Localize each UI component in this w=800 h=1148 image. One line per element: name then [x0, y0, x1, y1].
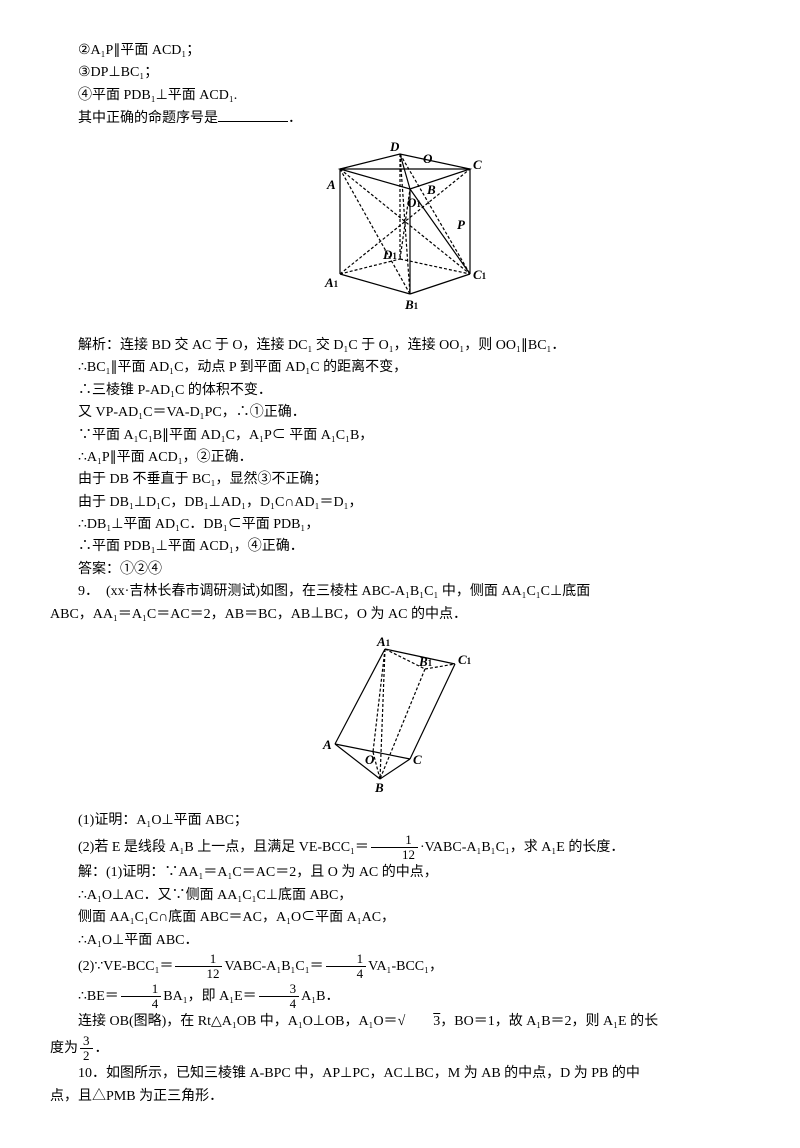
q9p2-a: (2)若 E 是线段 A₁B 上一点，且满足 VE-BCC₁＝ — [78, 840, 369, 855]
sol-line-2: ∴BC₁∥平面 AD₁C，动点 P 到平面 AD₁C 的距离不变， — [50, 357, 750, 379]
sol-line-7: 由于 DB 不垂直于 BC₁，显然③不正确； — [50, 469, 750, 491]
svg-text:B: B — [374, 780, 384, 794]
q9s7b: ，BO＝1，故 A₁B＝2，则 A₁E 的长 — [440, 1014, 658, 1029]
svg-text:C: C — [473, 157, 482, 172]
prompt-end: ． — [288, 111, 302, 126]
figure-prism: A1 B1 C1 A O C B — [50, 634, 750, 802]
frac-3-4: 34 — [259, 982, 300, 1012]
svg-text:D1: D1 — [382, 247, 397, 262]
answer: 答案：①②④ — [50, 559, 750, 581]
stmt-prompt: 其中正确的命题序号是 ． — [50, 107, 750, 130]
cube-svg: D O C A O1 B P D1 C1 A1 B1 — [305, 139, 495, 319]
svg-text:D: D — [389, 139, 400, 154]
frac-1-4b: 14 — [121, 982, 162, 1012]
stmt-3: ③DP⊥BC₁； — [50, 62, 750, 84]
frac-3-2: 32 — [80, 1034, 93, 1064]
svg-text:A: A — [322, 737, 332, 752]
q9-sol-7: 连接 OB(图略)，在 Rt△A₁OB 中，A₁O⊥OB，A₁O＝√3，BO＝1… — [50, 1011, 750, 1033]
q9-sol-1: 解：(1)证明：∵AA₁＝A₁C＝AC＝2，且 O 为 AC 的中点， — [50, 862, 750, 884]
frac-1-12b: 112 — [175, 952, 222, 982]
svg-text:P: P — [457, 217, 466, 232]
q9s6b: BA₁，即 A₁E＝ — [163, 989, 256, 1004]
q9p2-b: ·VABC-A₁B₁C₁，求 A₁E 的长度． — [420, 840, 624, 855]
sqrt3: 3 — [405, 1011, 440, 1033]
q9s7a: 连接 OB(图略)，在 Rt△A₁OB 中，A₁O⊥OB，A₁O＝ — [78, 1014, 398, 1029]
q9-sol-4: ∴A₁O⊥平面 ABC． — [50, 930, 750, 952]
q10-line-b: 点，且△PMB 为正三角形． — [50, 1086, 750, 1108]
svg-text:A1: A1 — [376, 634, 391, 649]
svg-text:O1: O1 — [407, 195, 421, 210]
q9-sol-6: ∴BE＝14BA₁，即 A₁E＝34A₁B． — [50, 982, 750, 1012]
sol-line-8: 由于 DB₁⊥D₁C，DB₁⊥AD₁，D₁C∩AD₁＝D₁， — [50, 492, 750, 514]
svg-text:C: C — [413, 752, 422, 767]
svg-text:A: A — [326, 177, 336, 192]
svg-text:O: O — [423, 151, 433, 166]
sol-line-10: ∴平面 PDB₁⊥平面 ACD₁，④正确． — [50, 536, 750, 558]
q9s8b: ． — [95, 1041, 109, 1056]
aa1 — [335, 649, 385, 744]
svg-text:B1: B1 — [418, 654, 433, 669]
svg-text:B1: B1 — [404, 297, 419, 312]
sol-line-1: 解析：连接 BD 交 AC 于 O，连接 DC₁ 交 D₁C 于 O₁，连接 O… — [50, 335, 750, 357]
q9-sol-3: 侧面 AA₁C₁C∩底面 ABC＝AC，A₁O⊂平面 A₁AC， — [50, 907, 750, 929]
q9s6a: ∴BE＝ — [78, 989, 119, 1004]
sol-line-9: ∴DB₁⊥平面 AD₁C．DB₁⊂平面 PDB₁， — [50, 514, 750, 536]
figure-cube: D O C A O1 B P D1 C1 A1 B1 — [50, 139, 750, 327]
svg-text:C1: C1 — [458, 652, 472, 667]
bot-a1b1 — [340, 274, 410, 294]
svg-text:B: B — [426, 182, 436, 197]
sol-line-6: ∴A₁P∥平面 ACD₁，②正确． — [50, 447, 750, 469]
q9s5c: VA₁-BCC₁， — [368, 959, 443, 974]
frac-1-4: 14 — [326, 952, 367, 982]
a1b — [380, 649, 385, 779]
q9-part2: (2)若 E 是线段 A₁B 上一点，且满足 VE-BCC₁＝112·VABC-… — [50, 833, 750, 863]
q9-sol-8: 度为32． — [50, 1034, 750, 1064]
q9-sol-5: (2)∵VE-BCC₁＝112VABC-A₁B₁C₁＝14VA₁-BCC₁， — [50, 952, 750, 982]
prism-labels: A1 B1 C1 A O C B — [322, 634, 472, 794]
frac-1-12: 112 — [371, 833, 418, 863]
cc1 — [410, 664, 455, 759]
blank-line — [218, 107, 288, 122]
q9-line-a: 9． (xx·吉林长春市调研测试)如图，在三棱柱 ABC-A₁B₁C₁ 中，侧面… — [50, 581, 750, 603]
bot-b1c1 — [410, 274, 470, 294]
q9s6c: A₁B． — [301, 989, 339, 1004]
q9-line-b: ABC，AA₁＝A₁C＝AC＝2，AB＝BC，AB⊥BC，O 为 AC 的中点． — [50, 604, 750, 626]
q10-line-a: 10．如图所示，已知三棱锥 A-BPC 中，AP⊥PC，AC⊥BC，M 为 AB… — [50, 1063, 750, 1085]
prism-svg: A1 B1 C1 A O C B — [315, 634, 485, 794]
svg-text:O: O — [365, 752, 375, 767]
q9-part1: (1)证明：A₁O⊥平面 ABC； — [50, 810, 750, 832]
prompt-text: 其中正确的命题序号是 — [78, 111, 218, 126]
sol-line-3: ∴三棱锥 P-AD₁C 的体积不变． — [50, 380, 750, 402]
q9s5b: VABC-A₁B₁C₁＝ — [224, 959, 323, 974]
stmt-2: ②A₁P∥平面 ACD₁； — [50, 40, 750, 62]
svg-text:C1: C1 — [473, 267, 487, 282]
sol-line-5: ∵平面 A₁C₁B∥平面 AD₁C，A₁P⊂ 平面 A₁C₁B， — [50, 425, 750, 447]
q9-sol-2: ∴A₁O⊥AC．又∵侧面 AA₁C₁C⊥底面 ABC， — [50, 885, 750, 907]
q9s5a: (2)∵VE-BCC₁＝ — [78, 959, 173, 974]
sol-line-4: 又 VP-AD₁C＝VA-D₁PC，∴①正确． — [50, 402, 750, 424]
q9s8a: 度为 — [50, 1041, 78, 1056]
stmt-4: ④平面 PDB₁⊥平面 ACD₁. — [50, 85, 750, 107]
svg-text:A1: A1 — [324, 275, 339, 290]
